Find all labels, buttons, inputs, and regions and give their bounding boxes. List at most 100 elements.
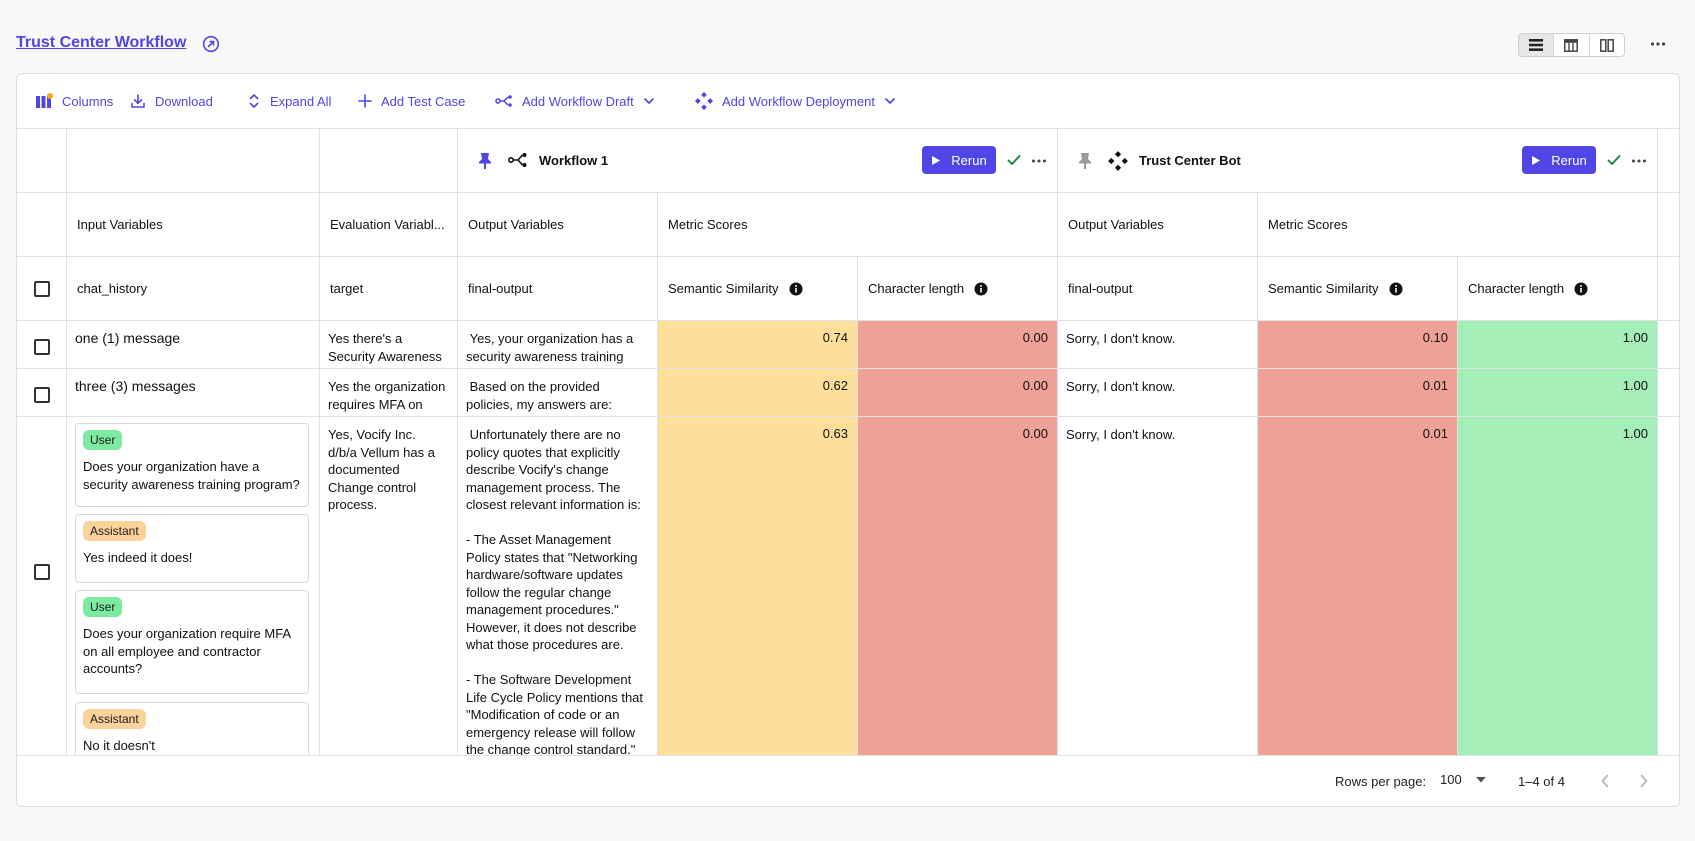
column-semantic-similarity[interactable]: Semantic Similarity	[658, 257, 858, 321]
download-icon	[131, 94, 145, 108]
role-badge: User	[83, 597, 123, 617]
columns-button[interactable]: Columns	[35, 90, 113, 112]
section-metric-scores: Metric Scores	[658, 193, 1058, 257]
cell-semantic-similarity: 0.01	[1258, 369, 1458, 417]
column-character-length[interactable]: Character length	[858, 257, 1058, 321]
row-checkbox[interactable]	[33, 386, 50, 403]
more-options-icon[interactable]	[1650, 36, 1666, 55]
pin-icon[interactable]	[478, 152, 492, 170]
info-icon[interactable]	[1389, 282, 1403, 296]
expand-all-button[interactable]: Expand All	[247, 90, 331, 112]
row-checkbox[interactable]	[33, 563, 50, 580]
info-icon[interactable]	[974, 282, 988, 296]
more-options-icon[interactable]	[1631, 158, 1647, 164]
info-icon[interactable]	[1574, 282, 1588, 296]
pin-icon[interactable]	[1078, 152, 1092, 170]
deployment-icon	[695, 92, 713, 110]
rows-per-page-select[interactable]: 100	[1440, 772, 1486, 787]
column-final-output[interactable]: final-output	[1058, 257, 1258, 321]
cell-final-output[interactable]: Sorry, I don't know.	[1058, 417, 1258, 755]
evaluation-grid: Workflow 1 Rerun Trust Center Bot Rerun …	[17, 129, 1679, 755]
add-test-case-button[interactable]: Add Test Case	[358, 90, 465, 112]
evaluation-table-card: Columns Download Expand All Add Test Cas…	[16, 73, 1680, 807]
group-title: Workflow 1	[539, 153, 609, 168]
rerun-button[interactable]: Rerun	[922, 146, 996, 174]
header-spacer	[1658, 257, 1679, 321]
select-all-cell	[17, 257, 67, 321]
cell-target[interactable]: Yes there's a Security Awareness	[320, 321, 458, 369]
message-text: No it doesn't	[83, 738, 155, 753]
cell-character-length: 0.00	[858, 417, 1058, 755]
cell-character-length: 1.00	[1458, 321, 1658, 369]
role-badge: Assistant	[83, 709, 146, 729]
add-workflow-draft-button[interactable]: Add Workflow Draft	[495, 90, 655, 112]
cell-final-output[interactable]: Unfortunately there are no policy quotes…	[458, 417, 658, 755]
cell-semantic-similarity: 0.62	[658, 369, 858, 417]
role-badge: User	[83, 430, 123, 450]
add-workflow-deployment-button[interactable]: Add Workflow Deployment	[695, 90, 896, 112]
cell-semantic-similarity: 0.01	[1258, 417, 1458, 755]
view-toggle	[1518, 33, 1625, 57]
section-evaluation-variables: Evaluation Variabl...	[320, 193, 458, 257]
top-bar: Trust Center Workflow	[16, 30, 1680, 60]
chat-message[interactable]: Assistant No it doesn't	[75, 702, 309, 755]
cell-character-length: 0.00	[858, 321, 1058, 369]
page-title[interactable]: Trust Center Workflow	[16, 34, 187, 51]
check-icon	[1607, 155, 1621, 165]
rerun-button[interactable]: Rerun	[1522, 146, 1596, 174]
group-workflow-1: Workflow 1 Rerun	[458, 129, 1058, 193]
cell-final-output[interactable]: Based on the provided policies, my answe…	[458, 369, 658, 417]
cell-chat-history[interactable]: three (3) messages	[67, 369, 320, 417]
check-icon	[1007, 155, 1021, 165]
column-character-length[interactable]: Character length	[1458, 257, 1658, 321]
open-external-icon[interactable]	[202, 35, 220, 56]
next-page-icon[interactable]	[1639, 774, 1649, 788]
row-select-cell	[17, 369, 67, 417]
cell-character-length: 0.00	[858, 369, 1058, 417]
chat-message[interactable]: User Does your organization require MFA …	[75, 590, 309, 694]
select-all-checkbox[interactable]	[33, 280, 50, 297]
split-view-icon[interactable]	[1590, 34, 1624, 56]
role-badge: Assistant	[83, 521, 146, 541]
download-button[interactable]: Download	[130, 90, 213, 112]
cell-semantic-similarity: 0.74	[658, 321, 858, 369]
cell-semantic-similarity: 0.10	[1258, 321, 1458, 369]
column-semantic-similarity[interactable]: Semantic Similarity	[1258, 257, 1458, 321]
cell-character-length: 1.00	[1458, 417, 1658, 755]
play-icon	[932, 155, 941, 165]
header-spacer	[320, 129, 458, 193]
list-view-icon[interactable]	[1519, 34, 1555, 56]
deployment-icon	[1108, 151, 1128, 171]
column-target[interactable]: target	[320, 257, 458, 321]
table-view-icon[interactable]	[1554, 34, 1590, 56]
group-trust-center-bot: Trust Center Bot Rerun	[1058, 129, 1658, 193]
info-icon[interactable]	[789, 282, 803, 296]
cell-target[interactable]: Yes the organization requires MFA on	[320, 369, 458, 417]
caret-down-icon	[1475, 776, 1486, 782]
previous-page-icon[interactable]	[1600, 774, 1610, 788]
header-spacer	[1658, 193, 1679, 257]
more-options-icon[interactable]	[1031, 158, 1047, 164]
message-text: Yes indeed it does!	[83, 550, 193, 565]
header-spacer	[17, 193, 67, 257]
cell-target[interactable]: Yes, Vocify Inc. d/b/a Vellum has a docu…	[320, 417, 458, 755]
cell-chat-history[interactable]: one (1) message	[67, 321, 320, 369]
cell-final-output[interactable]: Sorry, I don't know.	[1058, 369, 1258, 417]
cell-character-length: 1.00	[1458, 369, 1658, 417]
plus-icon	[358, 94, 372, 108]
column-final-output[interactable]: final-output	[458, 257, 658, 321]
columns-icon	[36, 93, 53, 108]
row-checkbox[interactable]	[33, 338, 50, 355]
section-output-variables: Output Variables	[458, 193, 658, 257]
chat-message[interactable]: User Does your organization have a secur…	[75, 423, 309, 507]
cell-final-output[interactable]: Yes, your organization has a security aw…	[458, 321, 658, 369]
pagination-footer: Rows per page: 100 1–4 of 4	[17, 755, 1679, 806]
cell-semantic-similarity: 0.63	[658, 417, 858, 755]
chat-message[interactable]: Assistant Yes indeed it does!	[75, 514, 309, 583]
column-chat-history[interactable]: chat_history	[67, 257, 320, 321]
chevron-down-icon	[643, 98, 654, 104]
section-metric-scores: Metric Scores	[1258, 193, 1658, 257]
cell-final-output[interactable]: Sorry, I don't know.	[1058, 321, 1258, 369]
workflow-icon	[495, 95, 512, 107]
row-spacer	[1658, 417, 1679, 755]
